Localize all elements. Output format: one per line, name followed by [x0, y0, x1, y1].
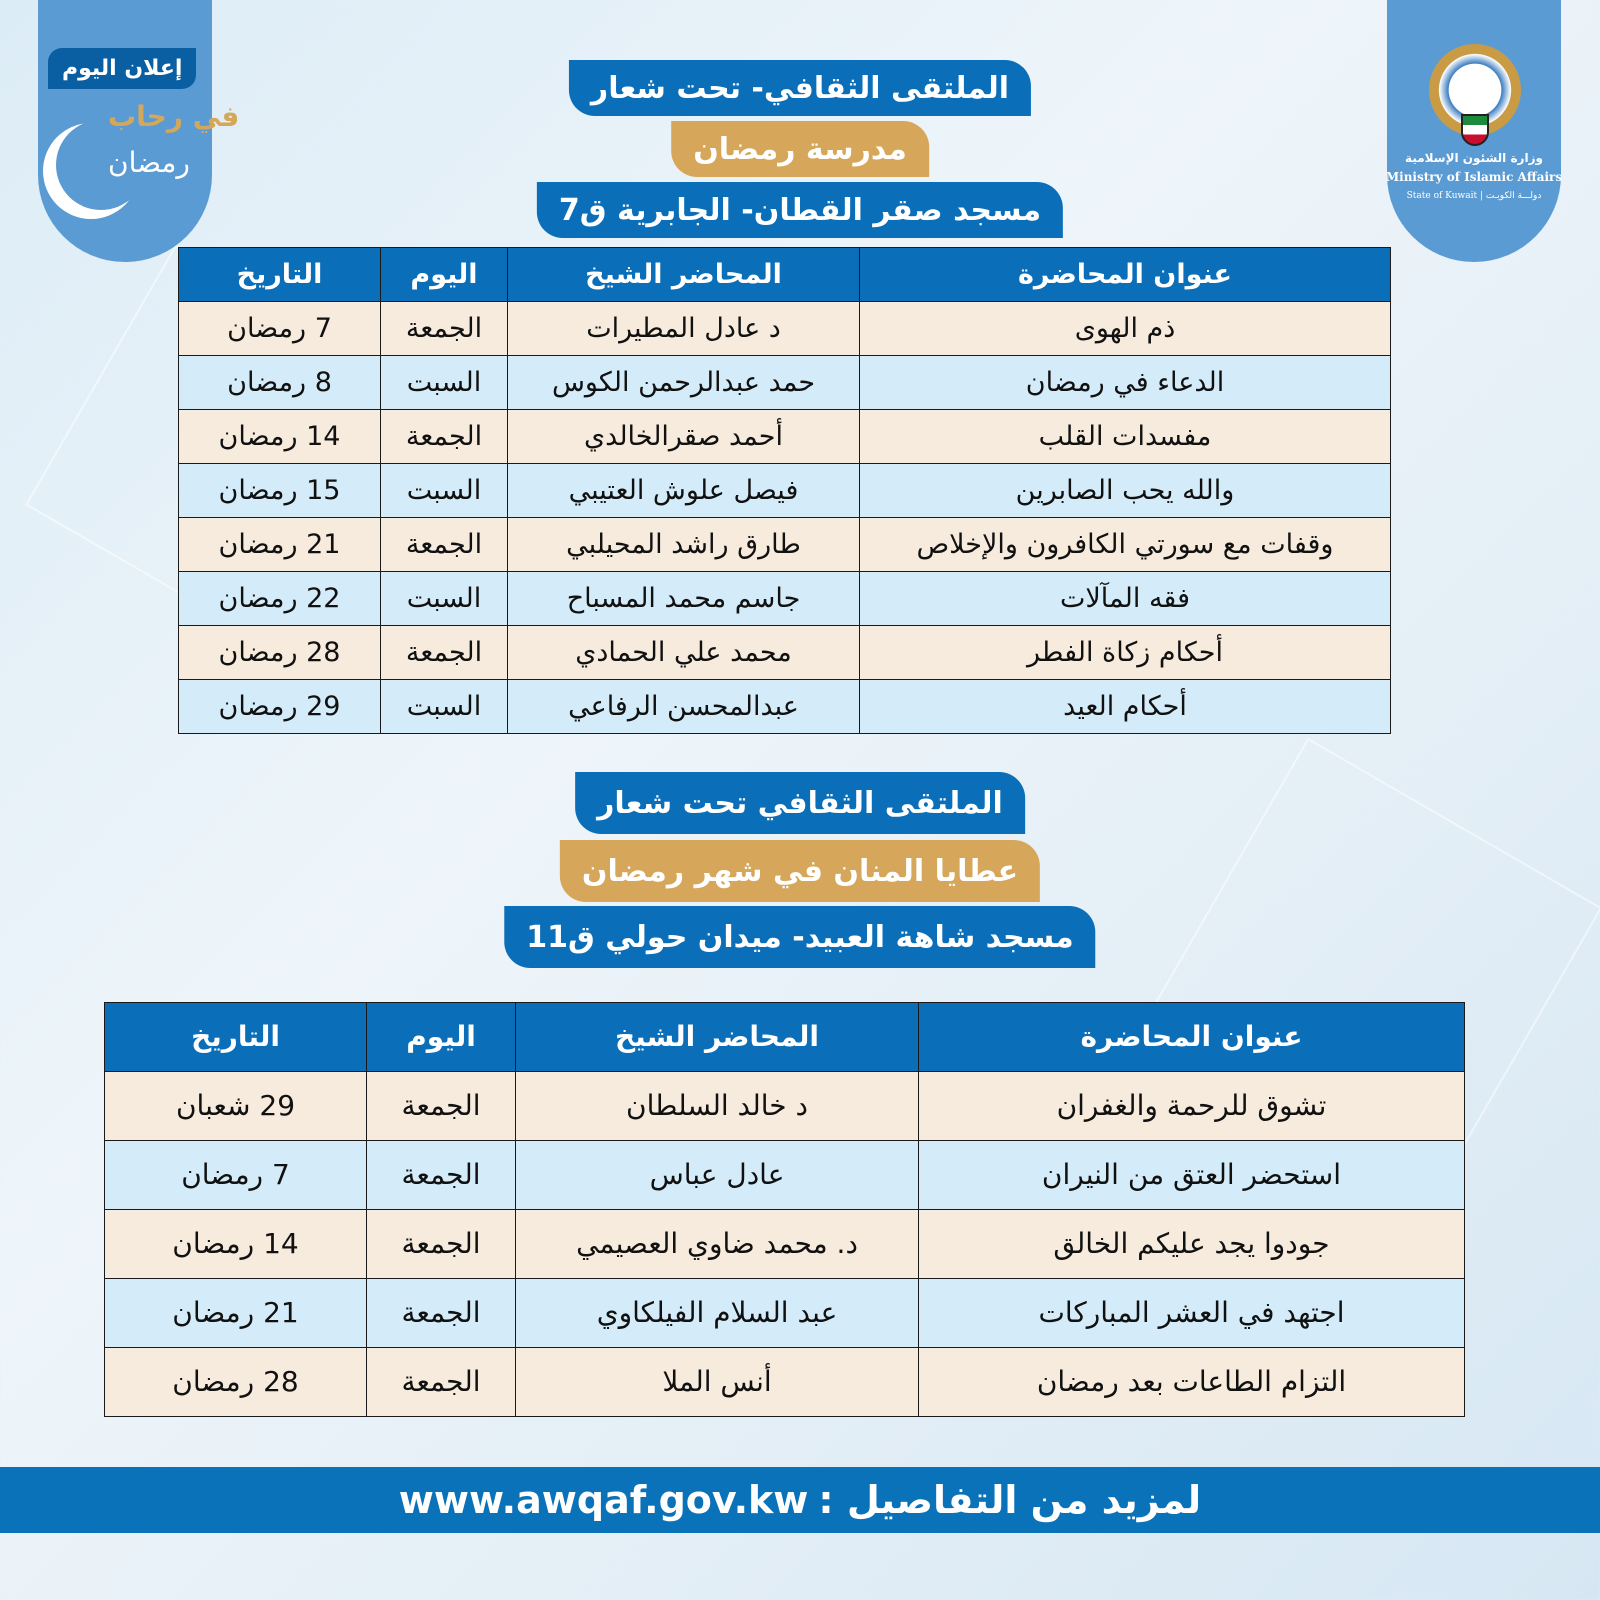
lecturer-cell: عبدالمحسن الرفاعي	[507, 679, 860, 734]
section2-banner-mosque: مسجد شاهة العبيد- ميدان حولي ق11	[504, 906, 1096, 968]
lecture-title-cell: أحكام العيد	[859, 679, 1391, 734]
day-cell: الجمعة	[366, 1140, 516, 1210]
column-header: اليوم	[366, 1002, 516, 1072]
table-row: وقفات مع سورتي الكافرون والإخلاص طارق راش…	[178, 517, 1391, 572]
date-cell: 14 رمضان	[104, 1209, 367, 1279]
day-cell: الجمعة	[366, 1209, 516, 1279]
day-cell: السبت	[380, 679, 508, 734]
ramadan-badge: إعلان اليوم في رحاب رمضان	[38, 0, 239, 262]
date-cell: 29 شعبان	[104, 1071, 367, 1141]
state-label: State of Kuwait | دولـــة الكويـت	[1406, 191, 1542, 201]
column-header: التاريخ	[178, 247, 381, 302]
section1-banner-mosque: مسجد صقر القطان- الجابرية ق7	[536, 182, 1064, 238]
table-row: تشوق للرحمة والغفران د خالد السلطان الجمعة…	[104, 1071, 1465, 1141]
footer-bar: لمزيد من التفاصيل : www.awqaf.gov.kw	[0, 1467, 1600, 1533]
day-cell: الجمعة	[366, 1278, 516, 1348]
lecture-title-cell: تشوق للرحمة والغفران	[918, 1071, 1465, 1141]
table-row: والله يحب الصابرين فيصل علوش العتيبي السبت…	[178, 463, 1391, 518]
date-cell: 29 رمضان	[178, 679, 381, 734]
column-header: المحاضر الشيخ	[515, 1002, 919, 1072]
date-cell: 15 رمضان	[178, 463, 381, 518]
lecturer-cell: حمد عبدالرحمن الكوس	[507, 355, 860, 410]
lecturer-cell: عبد السلام الفيلكاوي	[515, 1278, 919, 1348]
table-row: التزام الطاعات بعد رمضان أنس الملا الجمعة 2…	[104, 1347, 1465, 1417]
day-cell: الجمعة	[380, 517, 508, 572]
footer-label: لمزيد من التفاصيل :	[818, 1478, 1202, 1522]
lecturer-cell: أنس الملا	[515, 1347, 919, 1417]
column-header: عنوان المحاضرة	[918, 1002, 1465, 1072]
section1-banner-theme: مدرسة رمضان	[671, 121, 929, 177]
day-cell: السبت	[380, 463, 508, 518]
column-header: اليوم	[380, 247, 508, 302]
day-cell: السبت	[380, 571, 508, 626]
lecturer-cell: د خالد السلطان	[515, 1071, 919, 1141]
section2-banner-title: الملتقى الثقافي تحت شعار	[575, 772, 1025, 834]
lecture-title-cell: استحضر العتق من النيران	[918, 1140, 1465, 1210]
lecturer-cell: محمد علي الحمادي	[507, 625, 860, 680]
day-cell: السبت	[380, 355, 508, 410]
today-announcement-label: إعلان اليوم	[48, 48, 197, 89]
table-row: جودوا يجد عليكم الخالق د. محمد ضاوي العصي…	[104, 1209, 1465, 1279]
lecture-title-cell: اجتهد في العشر المباركات	[918, 1278, 1465, 1348]
day-cell: الجمعة	[380, 409, 508, 464]
lecture-title-cell: مفسدات القلب	[859, 409, 1391, 464]
day-cell: الجمعة	[366, 1071, 516, 1141]
lecturer-cell: أحمد صقرالخالدي	[507, 409, 860, 464]
lecture-title-cell: وقفات مع سورتي الكافرون والإخلاص	[859, 517, 1391, 572]
website-link[interactable]: www.awqaf.gov.kw	[398, 1478, 809, 1522]
lecture-title-cell: ذم الهوى	[859, 301, 1391, 356]
table-header-row: عنوان المحاضرة المحاضر الشيخ اليوم التار…	[104, 1002, 1465, 1072]
table-row: اجتهد في العشر المباركات عبد السلام الفيل…	[104, 1278, 1465, 1348]
day-cell: الجمعة	[366, 1347, 516, 1417]
ministry-name-ar: وزارة الشئون الإسلامية	[1405, 151, 1543, 165]
date-cell: 22 رمضان	[178, 571, 381, 626]
table-row: استحضر العتق من النيران عادل عباس الجمعة 7 …	[104, 1140, 1465, 1210]
date-cell: 14 رمضان	[178, 409, 381, 464]
lecture-title-cell: فقه المآلات	[859, 571, 1391, 626]
lecture-title-cell: جودوا يجد عليكم الخالق	[918, 1209, 1465, 1279]
date-cell: 28 رمضان	[178, 625, 381, 680]
section2-schedule-table: عنوان المحاضرة المحاضر الشيخ اليوم التار…	[104, 1002, 1465, 1417]
column-header: عنوان المحاضرة	[859, 247, 1391, 302]
lecture-title-cell: الدعاء في رمضان	[859, 355, 1391, 410]
table-row: الدعاء في رمضان حمد عبدالرحمن الكوس السبت 8…	[178, 355, 1391, 410]
kuwait-flag-icon	[1461, 114, 1489, 146]
date-cell: 28 رمضان	[104, 1347, 367, 1417]
section1-schedule-table: عنوان المحاضرة المحاضر الشيخ اليوم التار…	[178, 247, 1391, 734]
lecturer-cell: طارق راشد المحيلبي	[507, 517, 860, 572]
table-row: مفسدات القلب أحمد صقرالخالدي الجمعة 14 رمضا…	[178, 409, 1391, 464]
ministry-logo: وزارة الشئون الإسلامية Ministry of Islam…	[1385, 0, 1563, 262]
column-header: المحاضر الشيخ	[507, 247, 860, 302]
lecturer-cell: عادل عباس	[515, 1140, 919, 1210]
calligraphy-text: رمضان	[108, 146, 190, 179]
table-row: أحكام العيد عبدالمحسن الرفاعي السبت 29 رمضا…	[178, 679, 1391, 734]
date-cell: 7 رمضان	[104, 1140, 367, 1210]
lecture-title-cell: التزام الطاعات بعد رمضان	[918, 1347, 1465, 1417]
lecture-title-cell: أحكام زكاة الفطر	[859, 625, 1391, 680]
date-cell: 21 رمضان	[104, 1278, 367, 1348]
ministry-name-en: Ministry of Islamic Affairs	[1385, 170, 1563, 184]
lecturer-cell: فيصل علوش العتيبي	[507, 463, 860, 518]
section1-banner-title: الملتقى الثقافي- تحت شعار	[568, 60, 1032, 116]
table-row: فقه المآلات جاسم محمد المسباح السبت 22 رمضا…	[178, 571, 1391, 626]
day-cell: الجمعة	[380, 625, 508, 680]
day-cell: الجمعة	[380, 301, 508, 356]
table-row: ذم الهوى د عادل المطيرات الجمعة 7 رمضان	[178, 301, 1391, 356]
lecturer-cell: جاسم محمد المسباح	[507, 571, 860, 626]
lecturer-cell: د. محمد ضاوي العصيمي	[515, 1209, 919, 1279]
lecturer-cell: د عادل المطيرات	[507, 301, 860, 356]
section2-banner-theme: عطايا المنان في شهر رمضان	[559, 840, 1041, 902]
date-cell: 21 رمضان	[178, 517, 381, 572]
calligraphy-text: في رحاب	[108, 100, 240, 133]
lecture-title-cell: والله يحب الصابرين	[859, 463, 1391, 518]
table-row: أحكام زكاة الفطر محمد علي الحمادي الجمعة 28…	[178, 625, 1391, 680]
date-cell: 7 رمضان	[178, 301, 381, 356]
table-header-row: عنوان المحاضرة المحاضر الشيخ اليوم التار…	[178, 247, 1391, 302]
date-cell: 8 رمضان	[178, 355, 381, 410]
column-header: التاريخ	[104, 1002, 367, 1072]
